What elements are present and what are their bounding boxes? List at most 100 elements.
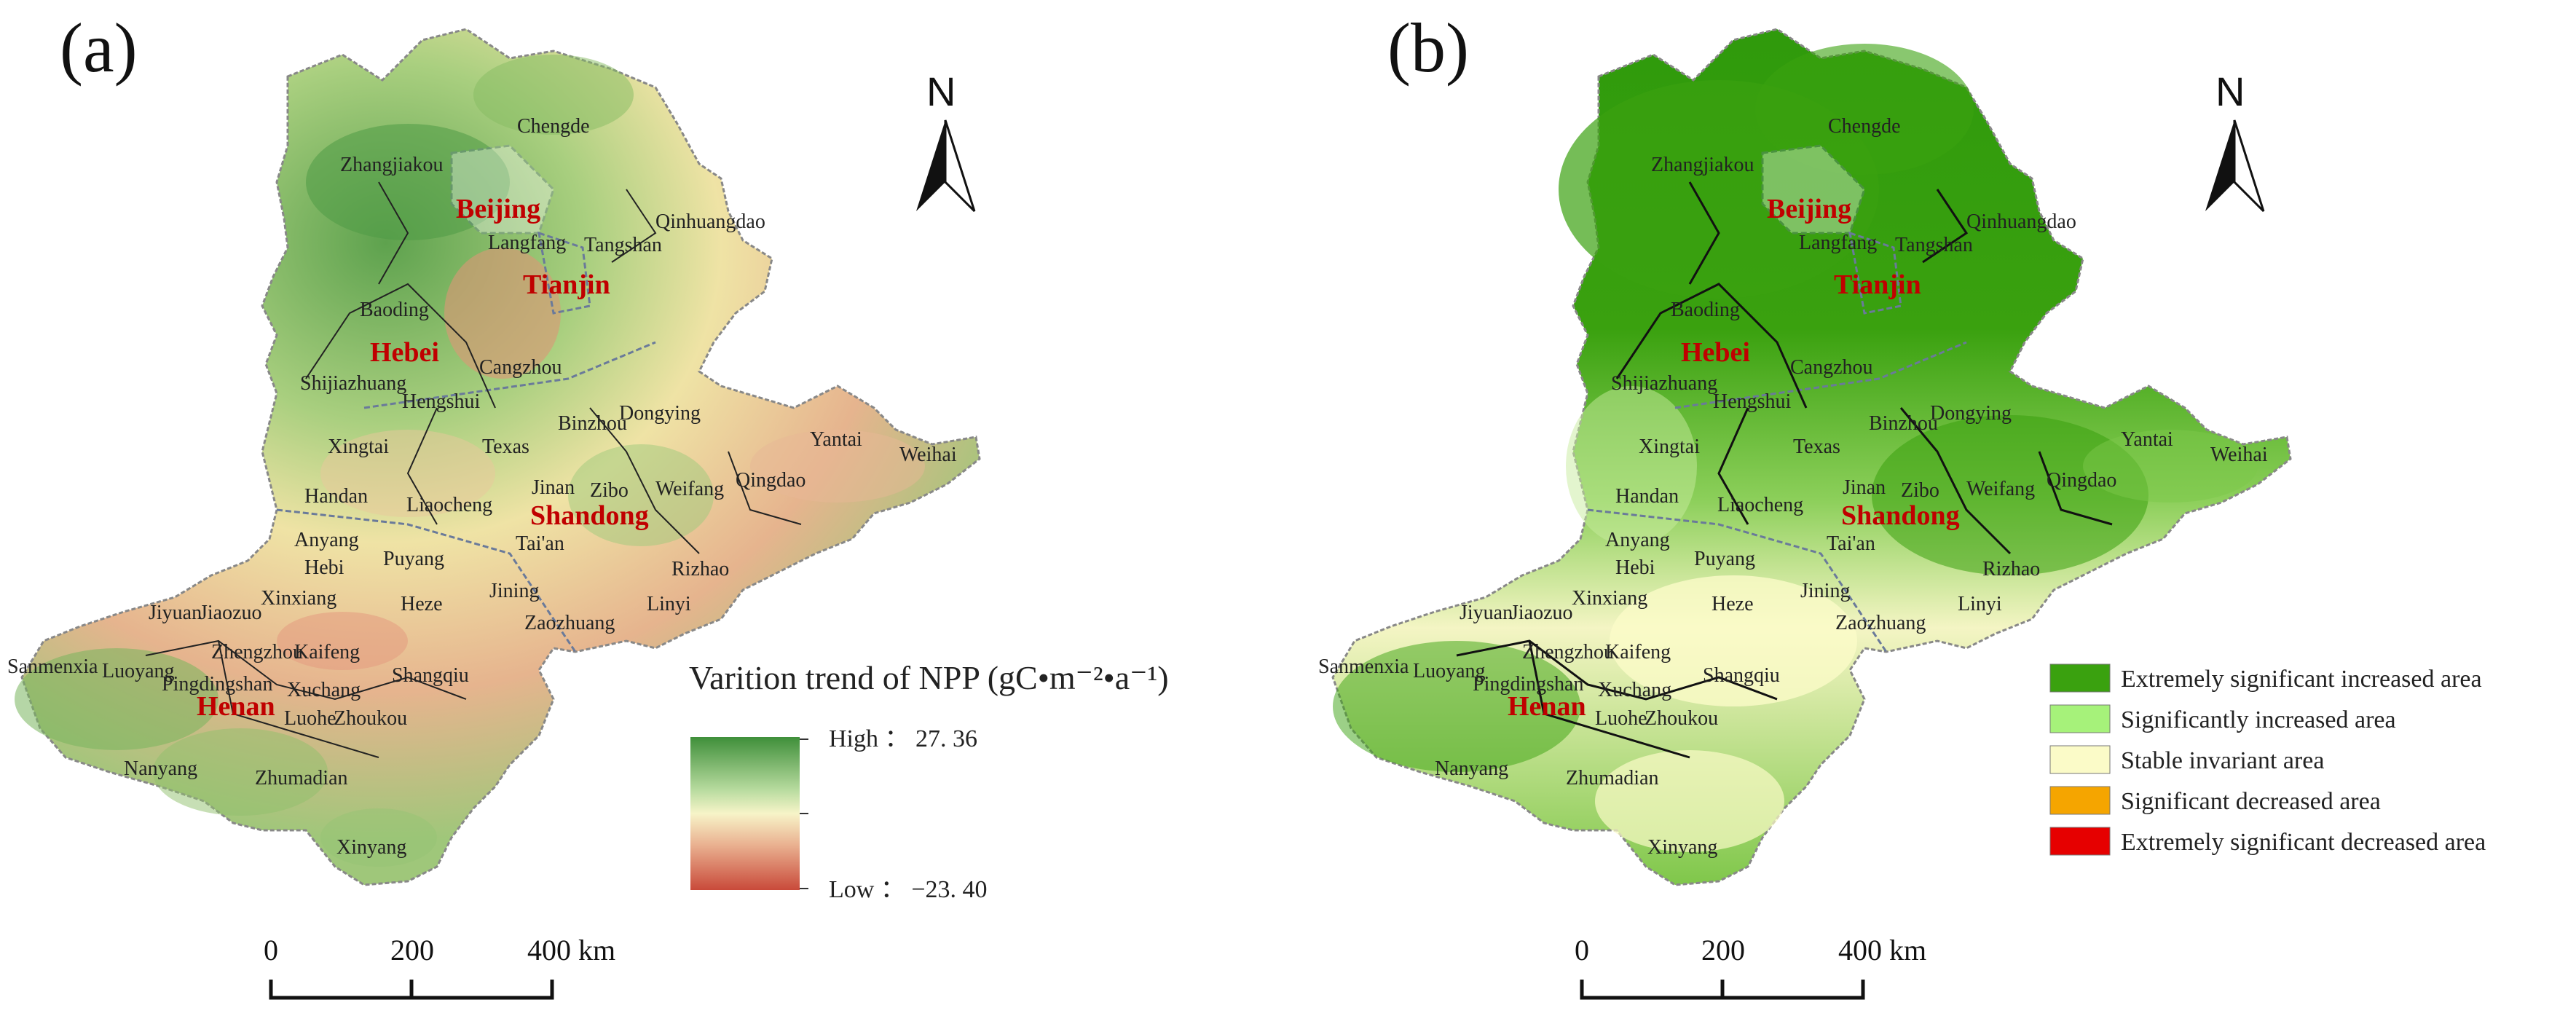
province-shandong-a: Shandong <box>530 500 649 531</box>
city-label: Chengde <box>517 115 590 138</box>
city-label: Sanmenxia <box>1318 655 1409 678</box>
legend-swatch-extreme-decrease <box>2049 827 2111 856</box>
city-label: Hengshui <box>402 390 481 413</box>
north-arrow-b: N <box>2205 68 2265 213</box>
panel-a-label: (a) <box>60 9 138 87</box>
province-hebei-b: Hebei <box>1681 337 1750 368</box>
city-label: Heze <box>401 593 443 615</box>
city-label: Anyang <box>1605 529 1670 551</box>
city-label: Zaozhuang <box>1835 612 1926 634</box>
city-label: Zhoukou <box>1645 707 1718 730</box>
city-label: Shijiazhuang <box>1611 372 1717 395</box>
city-label: Liaocheng <box>406 494 492 516</box>
city-label: Hebi <box>1615 556 1655 579</box>
city-label: Xingtai <box>328 436 389 458</box>
city-label: Handan <box>304 485 368 508</box>
north-arrow-a: N <box>916 68 976 213</box>
city-label: Xinyang <box>1647 836 1717 859</box>
city-label: Langfang <box>1799 232 1877 254</box>
legend-b-label: Significant decreased area <box>2121 788 2381 815</box>
city-label: Zhumadian <box>1566 767 1659 789</box>
city-label: Weifang <box>655 478 724 500</box>
city-label: Puyang <box>1694 548 1755 570</box>
legend-b-label: Stable invariant area <box>2121 747 2324 774</box>
city-label: Liaocheng <box>1717 494 1803 516</box>
city-label: Sanmenxia <box>7 655 98 678</box>
city-label: Zhengzhou <box>211 641 303 663</box>
legend-b-label: Extremely significant increased area <box>2121 666 2482 693</box>
legend-swatch-extreme-increase <box>2049 663 2111 693</box>
legend-a-low: Low ： −23. 40 <box>829 876 988 903</box>
city-label: Weifang <box>1966 478 2035 500</box>
svg-text:200: 200 <box>1701 934 1745 966</box>
legend-b-label: Significantly increased area <box>2121 706 2396 733</box>
city-label: Baoding <box>360 299 429 321</box>
city-label: Puyang <box>383 548 444 570</box>
city-label: Shijiazhuang <box>300 372 406 395</box>
city-label: Jinan <box>532 476 575 499</box>
legend-b-label: Extremely significant decreased area <box>2121 829 2486 856</box>
city-label: Anyang <box>294 529 359 551</box>
province-shandong-b: Shandong <box>1841 500 1960 531</box>
city-label: Baoding <box>1671 299 1740 321</box>
city-label: Xinxiang <box>1572 587 1647 610</box>
city-label: Texas <box>1793 436 1840 458</box>
city-label: Jinan <box>1843 476 1886 499</box>
province-beijing-b: Beijing <box>1767 194 1851 224</box>
city-label: Binzhou <box>558 412 627 435</box>
scale-bar-b: 0 200 400 km <box>1575 934 1926 1000</box>
city-label: Yantai <box>810 428 862 451</box>
city-label: Binzhou <box>1869 412 1938 435</box>
city-label: Zibo <box>590 479 629 502</box>
city-label: Qinhuangdao <box>655 210 765 233</box>
city-label: Xinyang <box>336 836 406 859</box>
scale-bar-a: 0 200 400 km <box>264 934 615 1000</box>
province-tianjin-a: Tianjin <box>523 269 610 300</box>
province-henan-a: Henan <box>197 691 275 722</box>
city-label: Nanyang <box>124 757 197 780</box>
city-label: Jiaozuo <box>1510 602 1573 624</box>
map-a: Beijing Tianjin Hebei Shandong Henan Che… <box>7 28 981 886</box>
city-label: Dongying <box>1930 402 2012 425</box>
city-label: Xingtai <box>1639 436 1700 458</box>
city-label: Heze <box>1712 593 1754 615</box>
city-label: Zaozhuang <box>524 612 615 634</box>
city-label: Xuchang <box>287 679 361 701</box>
city-label: Dongying <box>619 402 701 425</box>
city-label: Qinhuangdao <box>1966 210 2076 233</box>
legend-a-high: High ： 27. 36 <box>829 725 977 752</box>
svg-text:400 km: 400 km <box>1838 934 1926 966</box>
city-label: Rizhao <box>671 558 729 580</box>
legend-a-gradient <box>690 737 800 890</box>
svg-text:0: 0 <box>1575 934 1589 966</box>
svg-text:200: 200 <box>390 934 434 966</box>
city-label: Cangzhou <box>1790 356 1873 379</box>
province-tianjin-b: Tianjin <box>1834 269 1921 300</box>
city-label: Jiyuan <box>149 602 202 624</box>
province-hebei-a: Hebei <box>370 337 439 368</box>
city-label: Xinxiang <box>261 587 336 610</box>
city-label: Nanyang <box>1435 757 1508 780</box>
city-label: Qingdao <box>736 469 806 492</box>
province-henan-b: Henan <box>1508 691 1586 722</box>
city-label: Tai'an <box>516 532 564 555</box>
city-label: Hebi <box>304 556 344 579</box>
panel-b-label: (b) <box>1387 9 1469 87</box>
legend-a-title: Varition trend of NPP (gC•m⁻²•a⁻¹) <box>689 659 1169 696</box>
city-label: Zibo <box>1901 479 1939 502</box>
legend-a: Varition trend of NPP (gC•m⁻²•a⁻¹) High … <box>689 659 1169 903</box>
city-label: Luoyang <box>102 660 175 682</box>
city-label: Shangqiu <box>392 664 469 687</box>
city-label: Zhangjiakou <box>1651 154 1754 176</box>
city-label: Pingdingshan <box>1473 673 1583 696</box>
city-label: Linyi <box>647 593 691 615</box>
city-label: Shangqiu <box>1703 664 1780 687</box>
svg-text:N: N <box>926 68 956 114</box>
city-label: Cangzhou <box>479 356 562 379</box>
legend-swatch-increase <box>2049 704 2111 733</box>
map-b: Beijing Tianjin Hebei Shandong Henan Che… <box>1318 28 2292 886</box>
city-label: Yantai <box>2121 428 2173 451</box>
province-beijing-a: Beijing <box>456 194 540 224</box>
city-label: Tai'an <box>1827 532 1875 555</box>
